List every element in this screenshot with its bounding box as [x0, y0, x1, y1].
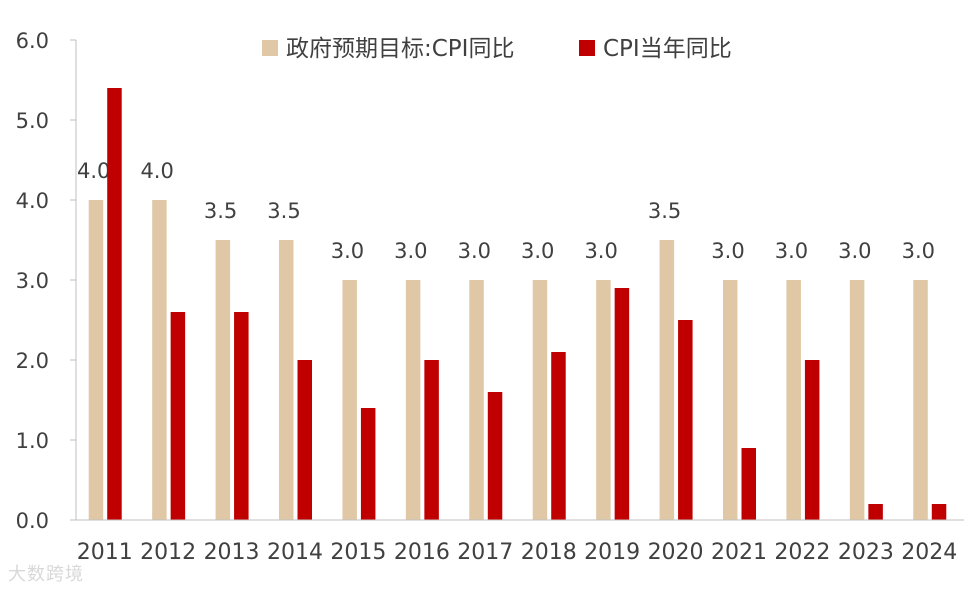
bar-target-2012	[152, 200, 167, 520]
bar-target-2014	[279, 240, 294, 520]
bar-target-2020	[659, 240, 675, 520]
legend-label-actual: CPI当年同比	[603, 36, 732, 62]
data-label-target-2017: 3.0	[458, 239, 491, 263]
bar-actual-2017	[487, 392, 503, 520]
x-tick-label-2016: 2016	[394, 540, 450, 565]
x-tick-label-2018: 2018	[521, 540, 577, 565]
data-label-target-2018: 3.0	[521, 239, 554, 263]
data-label-target-2015: 3.0	[331, 239, 364, 263]
x-tick-label-2022: 2022	[774, 540, 830, 565]
x-tick-label-2020: 2020	[648, 540, 704, 565]
bars: 4.0 4.0 3.5 3.5 3.0 3.0 3.0 3.0 3.0 3.5 3.0 3.0 3.0 3…	[77, 88, 947, 520]
y-tick-label: 5.0	[16, 109, 49, 133]
y-tick-label: 6.0	[16, 29, 49, 53]
x-tick-label-2014: 2014	[267, 540, 323, 565]
legend: 政府预期目标:CPI同比 CPI当年同比	[262, 36, 732, 62]
data-label-target-2021: 3.0	[711, 239, 744, 263]
bar-actual-2019	[614, 288, 630, 520]
data-label-target-2022: 3.0	[775, 239, 808, 263]
bar-target-2021	[723, 280, 738, 520]
data-label-target-2013: 3.5	[204, 199, 237, 223]
legend-swatch-target	[262, 40, 278, 56]
data-label-target-2020: 3.5	[648, 199, 681, 223]
data-label-target-2014: 3.5	[267, 199, 300, 223]
y-axis: 0.0 1.0 2.0 3.0 4.0 5.0 6.0	[16, 29, 77, 533]
data-label-target-2019: 3.0	[584, 239, 617, 263]
watermark-text: 大数跨境	[8, 564, 84, 585]
y-tick-label: 4.0	[16, 189, 49, 213]
legend-label-target: 政府预期目标:CPI同比	[286, 36, 514, 62]
data-label-target-2016: 3.0	[394, 239, 427, 263]
x-tick-label-2019: 2019	[584, 540, 640, 565]
bar-actual-2014	[297, 360, 312, 520]
x-tick-label-2015: 2015	[330, 540, 386, 565]
bar-target-2017	[469, 280, 484, 520]
x-tick-label-2021: 2021	[711, 540, 767, 565]
bar-actual-2016	[424, 360, 439, 520]
bar-target-2018	[532, 280, 548, 520]
bar-target-2023	[849, 280, 865, 520]
legend-swatch-actual	[579, 40, 595, 56]
bar-actual-2022	[804, 360, 820, 520]
bar-actual-2024	[931, 504, 947, 520]
y-tick-label: 2.0	[16, 349, 49, 373]
bar-target-2016	[405, 280, 421, 520]
y-tick-label: 0.0	[16, 509, 49, 533]
x-axis: 2011 2012 2013 2014 2015 2016 2017 2018 2019 2020…	[76, 519, 964, 565]
x-tick-label-2011: 2011	[77, 540, 133, 565]
bar-actual-2015	[360, 408, 376, 520]
bar-target-2011	[88, 200, 104, 520]
y-tick-label: 3.0	[16, 269, 49, 293]
bar-actual-2021	[741, 448, 756, 520]
bar-actual-2013	[234, 312, 249, 520]
x-tick-label-2017: 2017	[457, 540, 513, 565]
data-label-target-2023: 3.0	[838, 239, 871, 263]
data-label-target-2012: 4.0	[140, 159, 173, 183]
x-tick-label-2012: 2012	[140, 540, 196, 565]
bar-actual-2020	[678, 320, 693, 520]
bar-target-2015	[342, 280, 357, 520]
bar-actual-2018	[551, 352, 566, 520]
data-label-target-2024: 3.0	[902, 239, 935, 263]
bar-actual-2011	[107, 88, 122, 520]
bar-target-2019	[596, 280, 611, 520]
x-tick-label-2024: 2024	[901, 540, 957, 565]
bar-target-2024	[913, 280, 928, 520]
x-tick-label-2013: 2013	[204, 540, 260, 565]
bar-actual-2023	[868, 504, 883, 520]
data-label-target-2011: 4.0	[77, 159, 110, 183]
y-tick-label: 1.0	[16, 429, 49, 453]
bar-actual-2012	[170, 312, 186, 520]
x-tick-label-2023: 2023	[838, 540, 894, 565]
bar-target-2013	[215, 240, 231, 520]
bar-target-2022	[786, 280, 801, 520]
